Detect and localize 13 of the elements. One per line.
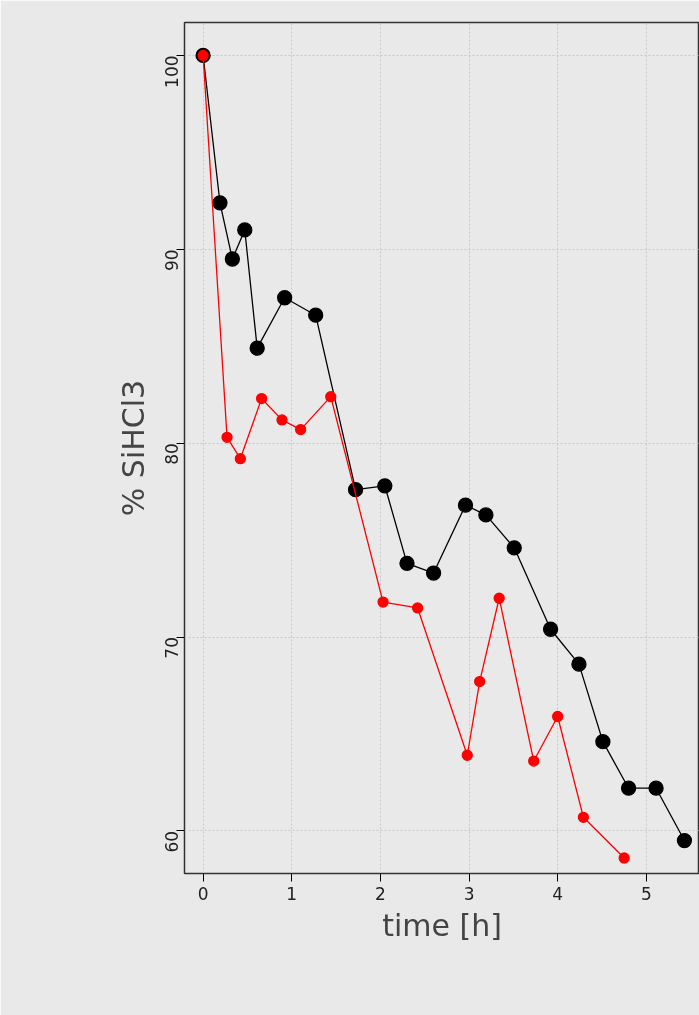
y-tick-label: 100 bbox=[162, 55, 182, 88]
y-tick-label: 60 bbox=[162, 830, 182, 853]
x-axis-title: time [h] bbox=[382, 907, 502, 943]
x-tick-label: 4 bbox=[552, 883, 564, 904]
x-tick-label: 0 bbox=[197, 883, 209, 904]
x-tick-label: 1 bbox=[286, 883, 298, 904]
x-tick-label: 2 bbox=[374, 883, 386, 904]
y-tick-label: 80 bbox=[162, 443, 182, 465]
y-tick-label: 70 bbox=[162, 636, 182, 659]
x-tick-label: 5 bbox=[640, 883, 652, 904]
y-axis-title: % SiHCl3 bbox=[115, 379, 151, 517]
x-tick-label: 3 bbox=[463, 883, 475, 904]
y-tick-label: 90 bbox=[162, 249, 182, 271]
